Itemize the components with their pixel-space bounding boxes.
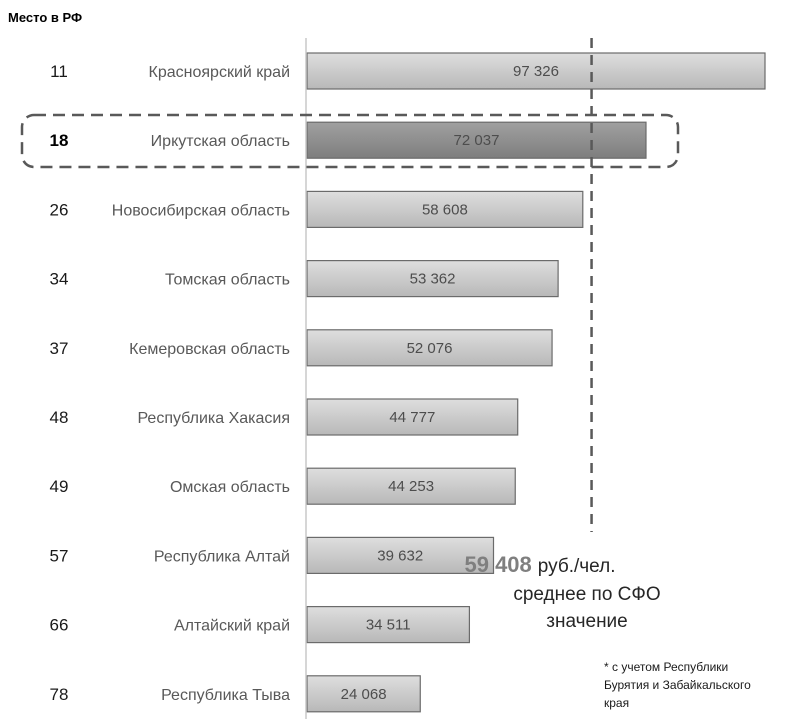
average-value: 59 408 <box>464 552 531 577</box>
rank-label: 26 <box>50 200 69 219</box>
rank-label: 78 <box>50 685 69 704</box>
rank-label: 57 <box>50 546 69 565</box>
category-label: Республика Тыва <box>161 687 290 704</box>
bar-value-label: 34 511 <box>366 617 411 634</box>
bar-value-label: 44 253 <box>388 478 434 495</box>
rank-label: 37 <box>50 339 69 358</box>
rank-label: 48 <box>50 408 69 427</box>
bar <box>306 121 647 159</box>
category-label: Красноярский край <box>149 64 290 81</box>
bar <box>306 190 584 228</box>
bar <box>306 329 553 367</box>
category-label: Кемеровская область <box>129 341 290 358</box>
category-label: Республика Хакасия <box>137 410 290 427</box>
category-label: Омская область <box>170 479 290 496</box>
category-label: Алтайский край <box>174 618 290 635</box>
bar-value-label: 52 076 <box>407 340 453 357</box>
bar-value-label: 53 362 <box>410 271 456 288</box>
average-caption-line-2: среднее по СФО <box>513 584 660 605</box>
rank-header: Место в РФ <box>8 10 82 25</box>
bar <box>306 605 471 644</box>
rank-label: 49 <box>50 477 69 496</box>
category-label: Томская область <box>165 272 290 289</box>
footnote-line-2: Бурятия и Забайкальского <box>604 678 751 692</box>
average-caption-line-3: значение <box>546 611 628 632</box>
bar-value-label: 97 326 <box>513 63 559 80</box>
chart-rows: 11 Красноярский край 97 326 18 Иркутская обл… <box>50 52 766 713</box>
bar <box>306 675 421 713</box>
category-label: Республика Алтай <box>154 548 290 565</box>
rank-label: 66 <box>50 616 69 635</box>
bar <box>306 52 766 90</box>
bar-value-label: 24 068 <box>341 686 387 703</box>
bar <box>306 536 495 575</box>
highlight-box <box>20 113 680 169</box>
rank-label: 18 <box>50 131 69 150</box>
bar <box>306 260 559 298</box>
average-label: 59 408 руб./чел. <box>464 552 615 577</box>
footnote-line-3: края <box>604 696 629 710</box>
footnote-line-1: * с учетом Республики <box>604 660 728 674</box>
rank-label: 34 <box>50 270 69 289</box>
average-unit: руб./чел. <box>538 556 616 577</box>
bar-value-label: 44 777 <box>389 409 435 426</box>
bar-value-label: 58 608 <box>422 201 468 218</box>
rank-label: 11 <box>50 62 68 81</box>
category-label: Иркутская область <box>151 133 290 150</box>
category-label: Новосибирская область <box>112 202 290 219</box>
bar-value-label: 39 632 <box>377 547 423 564</box>
bar-value-label: 72 037 <box>454 132 500 149</box>
bar <box>306 467 516 505</box>
bar <box>306 398 519 436</box>
